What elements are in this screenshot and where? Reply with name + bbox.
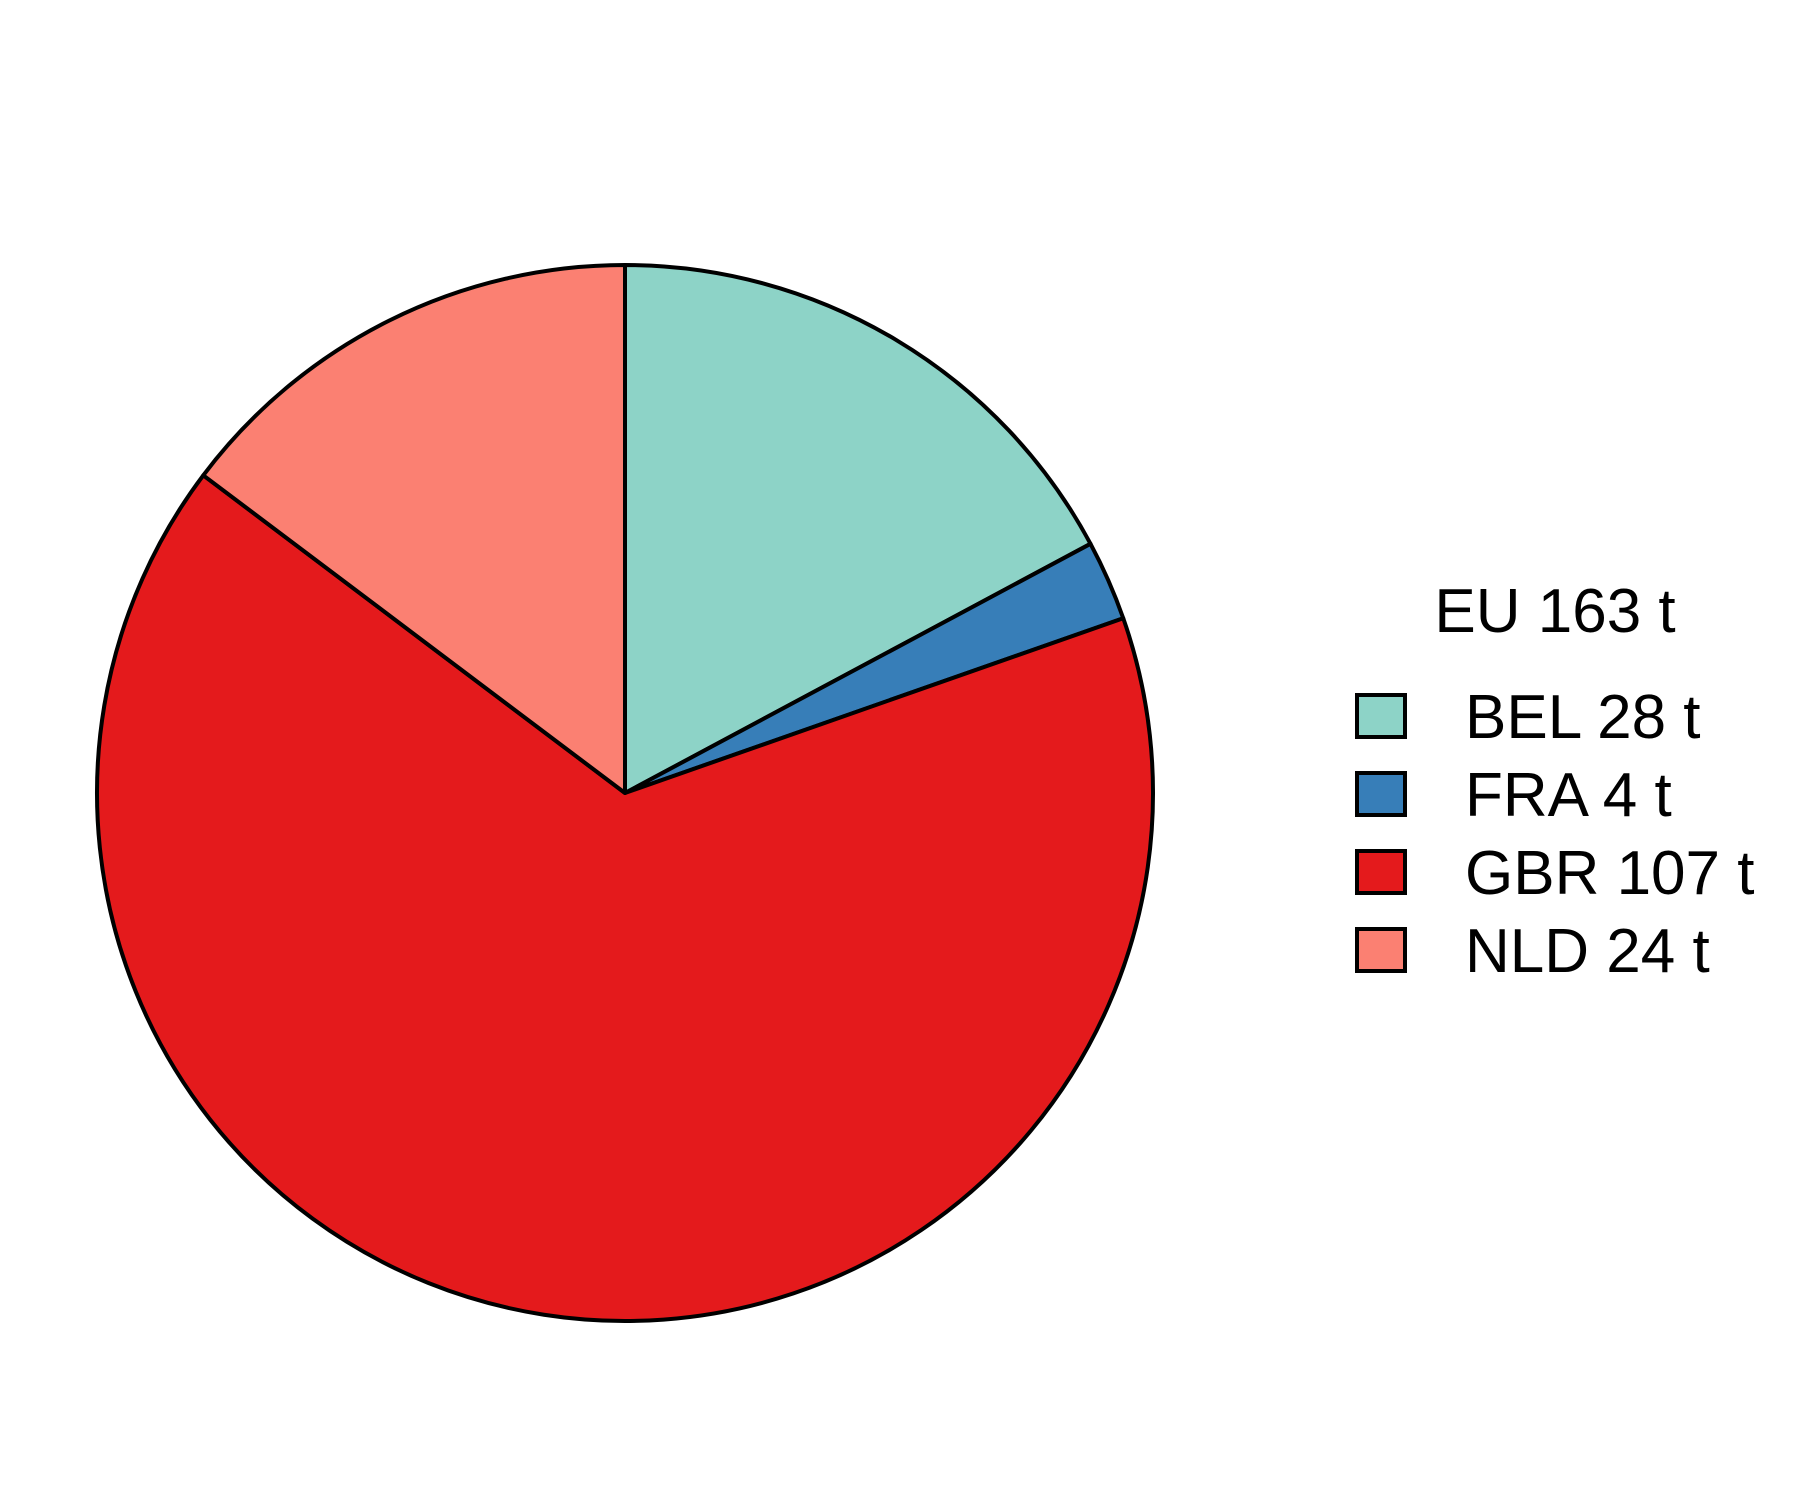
pie-slice-nld	[201, 263, 627, 795]
pie-slices	[95, 263, 1155, 1323]
pie-slice-gbr	[95, 473, 1155, 1323]
legend-swatch-nld	[1355, 927, 1407, 973]
legend-label-nld: NLD 24 t	[1465, 917, 1710, 986]
legend-item-gbr: GBR 107 t	[1355, 839, 1754, 908]
legend: EU 163 t BEL 28 t FRA 4 t GBR 107 t NLD 24 …	[1355, 577, 1754, 986]
legend-label-bel: BEL 28 t	[1465, 683, 1701, 752]
legend-title: EU 163 t	[1434, 577, 1675, 646]
legend-swatch-bel	[1355, 693, 1407, 739]
legend-swatch-gbr	[1355, 849, 1407, 895]
legend-label-fra: FRA 4 t	[1465, 761, 1672, 830]
legend-item-nld: NLD 24 t	[1355, 917, 1710, 986]
legend-swatch-fra	[1355, 771, 1407, 817]
pie-slice-bel	[623, 263, 1093, 795]
legend-items: BEL 28 t FRA 4 t GBR 107 t NLD 24 t	[1355, 683, 1754, 986]
legend-item-bel: BEL 28 t	[1355, 683, 1701, 752]
legend-item-fra: FRA 4 t	[1355, 761, 1672, 830]
legend-label-gbr: GBR 107 t	[1465, 839, 1754, 908]
